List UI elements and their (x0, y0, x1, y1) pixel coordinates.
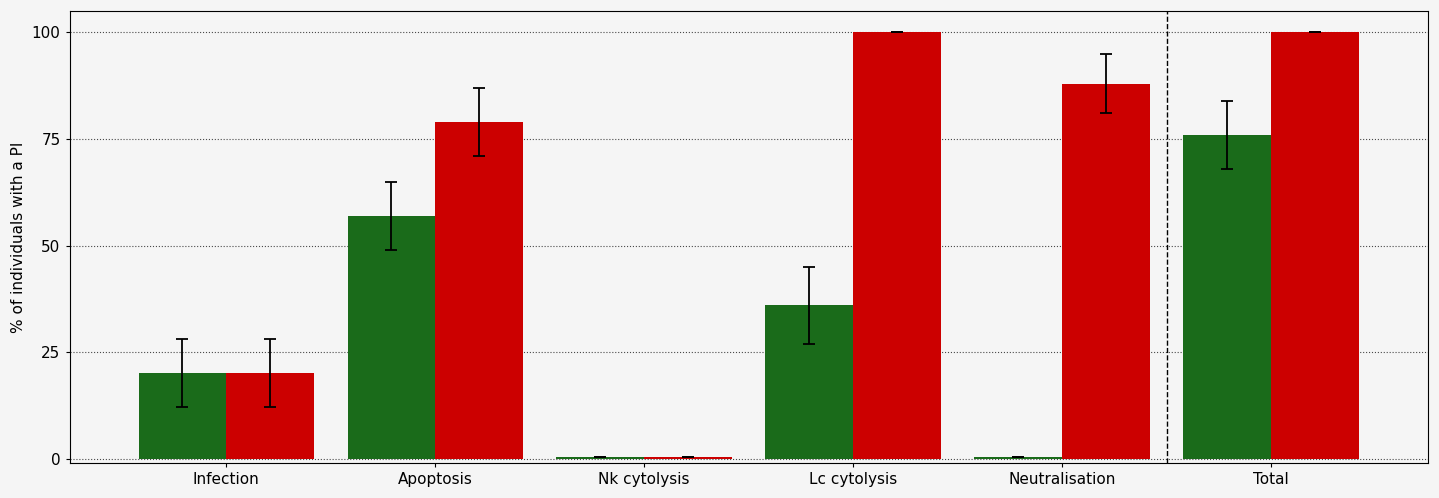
Y-axis label: % of individuals with a PI: % of individuals with a PI (12, 141, 26, 333)
Bar (766, 305, 853, 459)
Bar (435, 122, 522, 459)
Bar (226, 374, 314, 459)
Bar (853, 32, 941, 459)
Bar (1271, 32, 1358, 459)
Bar (138, 374, 226, 459)
Bar (1062, 84, 1150, 459)
Bar (1183, 134, 1271, 459)
Bar (974, 457, 1062, 459)
Bar (347, 216, 435, 459)
Bar (557, 457, 645, 459)
Bar (645, 457, 732, 459)
